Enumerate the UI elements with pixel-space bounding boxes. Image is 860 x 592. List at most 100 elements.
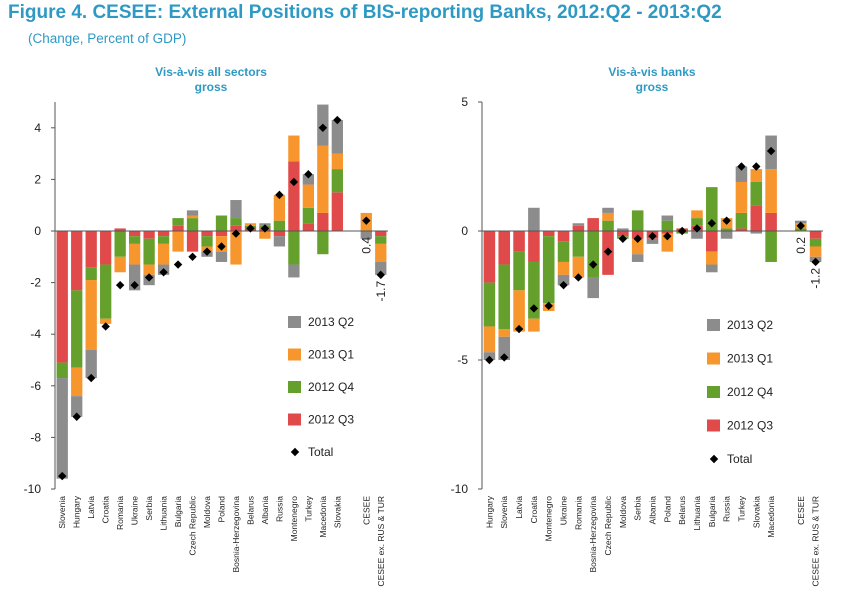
bar-segment [706, 187, 718, 231]
bar-segment [259, 231, 271, 239]
bar-segment [498, 336, 511, 360]
total-marker [246, 224, 255, 233]
bar-segment [273, 220, 286, 231]
bar-segment [172, 231, 184, 252]
bar-segment [750, 181, 763, 206]
bar-segment [143, 238, 155, 265]
bar-segment [331, 153, 343, 170]
total-marker [766, 146, 776, 156]
y-tick-label: -10 [451, 482, 469, 496]
total-marker [603, 247, 613, 256]
bar-segment [735, 166, 748, 182]
bar-segment [809, 246, 822, 257]
data-label: 0.2 [794, 237, 808, 254]
bar-segment [186, 210, 199, 216]
bar-segment [273, 236, 286, 247]
bar-segment [331, 192, 343, 231]
total-marker [618, 234, 628, 243]
bar-segment [172, 225, 184, 231]
total-marker [173, 260, 183, 269]
bar-segment [157, 236, 170, 244]
total-marker [574, 273, 583, 282]
bar-segment [513, 290, 525, 332]
total-marker [289, 177, 299, 187]
panel-title: Vis-à-vis banks gross [608, 65, 695, 94]
data-label: -1.2 [809, 268, 823, 289]
bar-segment [750, 205, 763, 231]
bar-segment [572, 256, 585, 278]
total-marker [231, 229, 241, 238]
category-label: Slovenia [57, 496, 67, 529]
total-marker [304, 170, 313, 179]
bar-segment [528, 318, 540, 332]
legend-swatch [288, 381, 301, 393]
category-label: Bosnia-Herzegovina [231, 496, 241, 573]
category-label: Turkey [736, 495, 746, 521]
bar-segment [215, 215, 228, 231]
bar-segment [114, 231, 126, 257]
bar-segment [375, 261, 387, 275]
bar-segment [128, 231, 141, 237]
bar-segment [706, 231, 718, 252]
panel-title: Vis-à-vis all sectors gross [155, 65, 267, 94]
bar-segment [483, 326, 496, 353]
legend-swatch [707, 386, 720, 398]
bar-segment [809, 238, 822, 247]
y-tick-label: -8 [30, 430, 41, 444]
legend-swatch [288, 413, 301, 426]
bar-segment [56, 362, 68, 379]
y-tick-label: 2 [34, 172, 41, 186]
bar-segment [557, 274, 570, 286]
legend-swatch [707, 319, 720, 331]
bar-segment [71, 367, 83, 397]
category-label: CESEE [796, 496, 806, 525]
total-marker [101, 322, 110, 331]
bar-segment [557, 261, 570, 275]
total-marker [648, 231, 657, 241]
bar-segment [587, 218, 599, 231]
figure-subtitle: (Change, Percent of GDP) [28, 31, 187, 46]
bar-segment [331, 169, 343, 193]
bar-segment [100, 231, 112, 265]
category-label: CESEE ex. RUS & TUR [811, 496, 821, 587]
total-marker [202, 247, 212, 256]
bar-segment [661, 233, 674, 252]
bar-segment [360, 231, 372, 239]
bar-segment [691, 210, 703, 219]
bar-segment [587, 231, 599, 278]
bar-segment [765, 212, 777, 231]
category-label: CESEE [361, 496, 371, 525]
legend-label: 2012 Q3 [727, 419, 773, 433]
bar-segment [288, 161, 300, 231]
total-marker [115, 280, 125, 290]
category-label: Latvia [514, 496, 524, 519]
total-marker [677, 226, 687, 236]
bar-segment [128, 236, 141, 244]
bar-segment [71, 231, 83, 291]
bar-segment [661, 215, 674, 221]
total-marker [796, 221, 805, 231]
legend-label: Total [727, 452, 752, 466]
bar-segment [230, 231, 242, 265]
category-label: Belarus [677, 496, 687, 525]
category-label: Moldova [618, 496, 628, 528]
category-label: Poland [217, 496, 227, 523]
category-label: Slovakia [751, 496, 761, 528]
category-label: Slovenia [499, 496, 509, 529]
category-label: Bulgaria [707, 496, 717, 527]
total-marker [633, 234, 642, 243]
total-marker [752, 162, 761, 171]
bar-segment [71, 396, 83, 417]
category-label: Montenegro [289, 496, 299, 542]
bar-segment [542, 231, 555, 237]
bar-segment [114, 228, 126, 231]
category-label: CESEE ex. RUS & TUR [376, 496, 386, 587]
bar-segment [375, 243, 387, 262]
bar-segment [186, 218, 199, 231]
category-label: Montenegro [544, 496, 554, 542]
y-tick-label: 0 [34, 224, 41, 238]
total-marker [144, 273, 154, 282]
bar-segment [720, 228, 733, 231]
y-tick-label: -5 [457, 353, 468, 367]
legend-label: 2012 Q4 [308, 380, 354, 394]
